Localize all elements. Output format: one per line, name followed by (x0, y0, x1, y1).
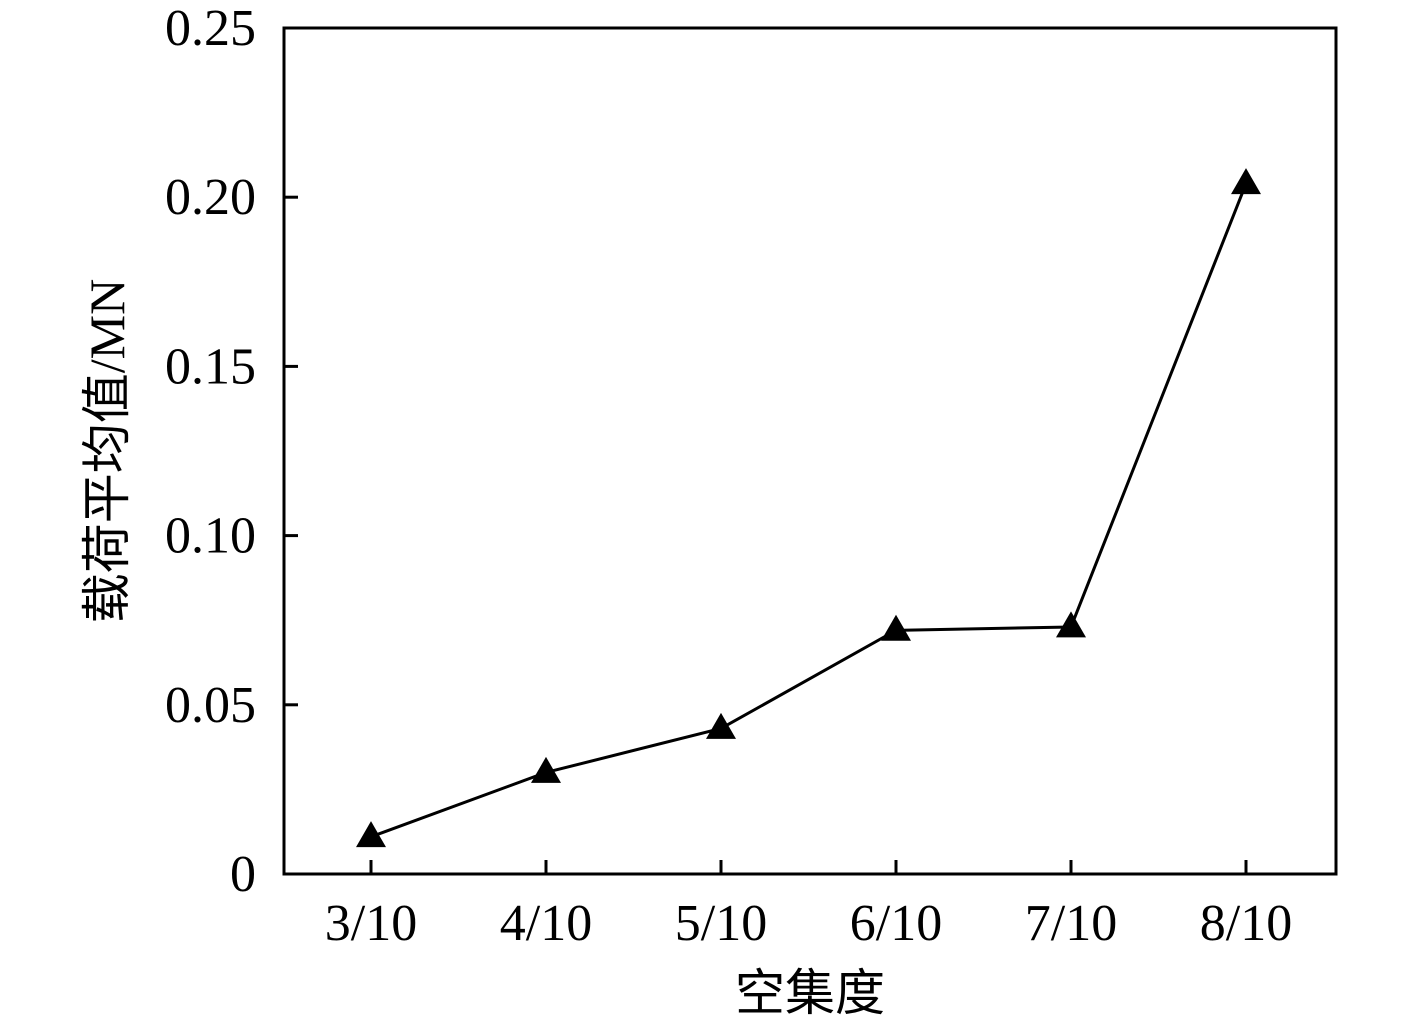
y-tick-label: 0.10 (165, 508, 256, 565)
y-tick-label: 0.25 (165, 0, 256, 57)
x-tick-label: 7/10 (1025, 895, 1117, 952)
triangle-marker (1056, 611, 1086, 638)
x-axis-title: 空集度 (735, 965, 885, 1021)
series-group (356, 168, 1261, 848)
triangle-marker (706, 712, 736, 739)
triangle-marker (881, 614, 911, 641)
y-tick-label: 0.15 (165, 338, 256, 395)
x-tick-label: 4/10 (500, 895, 592, 952)
triangle-marker (356, 821, 386, 848)
y-tick-label: 0.20 (165, 169, 256, 226)
y-tick-label: 0 (230, 846, 256, 903)
x-tick-label: 8/10 (1200, 895, 1292, 952)
x-axis-ticks: 3/10 4/10 5/10 6/10 7/10 8/10 (325, 860, 1292, 952)
y-tick-label: 0.05 (165, 677, 256, 734)
x-tick-label: 3/10 (325, 895, 417, 952)
triangle-marker (1231, 168, 1261, 195)
series-line (370, 183, 1248, 839)
x-tick-label: 5/10 (675, 895, 767, 952)
y-axis-title: 载荷平均值/MN (79, 279, 135, 623)
plot-frame (282, 26, 1338, 876)
x-tick-label: 6/10 (850, 895, 942, 952)
y-axis-ticks: 0 0.05 0.10 0.15 0.20 0.25 (165, 0, 298, 903)
triangle-marker (531, 756, 561, 783)
